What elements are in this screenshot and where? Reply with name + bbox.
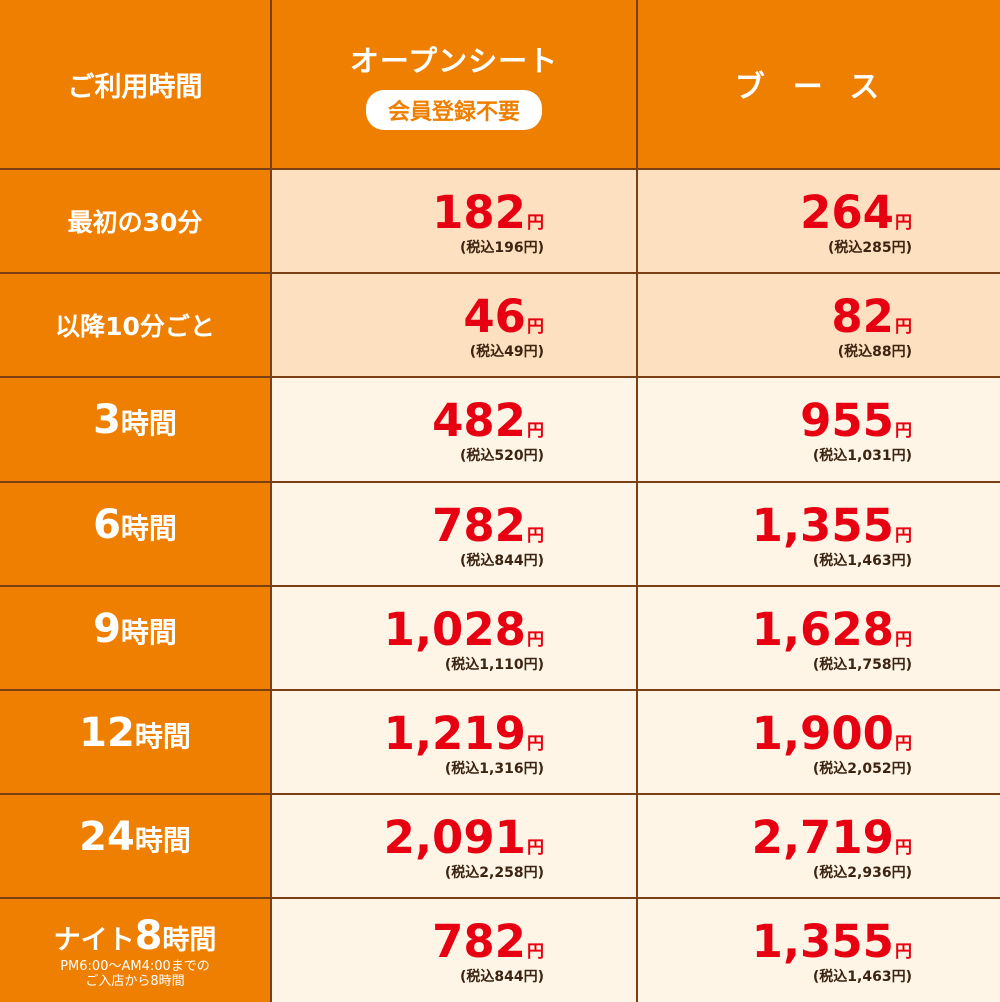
price-amount: 82 [831,290,894,343]
price-tax-included: (税込88円) [837,344,912,360]
price-cell-booth: 1,628円 (税込1,758円) [638,587,1000,689]
price-amount: 1,355 [751,915,894,968]
yen-unit: 円 [527,421,544,441]
row-label-night-8h: ナイト 8 時間 PM6:00～AM4:00までの ご入店から8時間 [0,899,270,1002]
row-label-hours: 8 [134,912,163,959]
price-amount: 1,628 [751,603,894,656]
price-tax-included: (税込49円) [469,344,544,360]
price-tax-included: (税込1,463円) [812,553,912,569]
price-tax-included: (税込1,110円) [444,657,544,673]
price-tax-included: (税込1,463円) [812,969,912,985]
row-label-night-prefix: ナイト [53,924,135,956]
row-label-hours: 12 [79,710,135,756]
price-cell-open: 782円 (税込844円) [272,483,636,585]
price-cell-open: 1,028円 (税込1,110円) [272,587,636,689]
row-label-24h: 24 時間 [0,795,270,897]
row-label-9h: 9 時間 [0,587,270,689]
price-amount: 955 [800,394,894,447]
price-tax-included: (税込844円) [459,969,544,985]
price-tax-included: (税込1,031円) [812,448,912,464]
price-tax-included: (税込844円) [459,553,544,569]
yen-unit: 円 [895,421,912,441]
yen-unit: 円 [527,942,544,962]
price-cell-open: 1,219円 (税込1,316円) [272,691,636,793]
yen-unit: 円 [527,630,544,650]
row-label-text: 以降10分ごと [55,312,215,341]
yen-unit: 円 [527,317,544,337]
row-label-unit: 時間 [120,616,177,649]
row-label-per-10min: 以降10分ごと [0,274,270,376]
price-amount: 1,219 [383,707,526,760]
price-cell-open: 782円 (税込844円) [272,899,636,1002]
night-time-note-2: ご入店から8時間 [85,973,185,989]
price-cell-open: 182円 (税込196円) [272,170,636,272]
price-tax-included: (税込2,936円) [812,865,912,881]
row-label-unit: 時間 [162,924,217,956]
price-tax-included: (税込1,758円) [812,657,912,673]
row-label-unit: 時間 [134,720,191,753]
price-amount: 782 [432,499,526,552]
price-cell-booth: 2,719円 (税込2,936円) [638,795,1000,897]
price-amount: 46 [463,290,526,343]
price-amount: 482 [432,394,526,447]
header-usage-time-label: ご利用時間 [67,71,203,103]
row-label-12h: 12 時間 [0,691,270,793]
header-booth: ブース [638,0,1000,168]
yen-unit: 円 [895,734,912,754]
price-amount: 182 [432,186,526,239]
row-label-hours: 3 [93,397,121,443]
header-usage-time: ご利用時間 [0,0,270,168]
night-time-note-1: PM6:00～AM4:00までの [60,958,210,974]
row-label-unit: 時間 [120,407,177,440]
price-tax-included: (税込196円) [459,240,544,256]
price-amount: 782 [432,915,526,968]
yen-unit: 円 [895,942,912,962]
yen-unit: 円 [895,317,912,337]
row-label-3h: 3 時間 [0,378,270,481]
row-label-first-30min: 最初の30分 [0,170,270,272]
no-registration-badge: 会員登録不要 [365,90,542,130]
price-amount: 264 [800,186,894,239]
yen-unit: 円 [527,734,544,754]
price-tax-included: (税込285円) [827,240,912,256]
price-cell-open: 46円 (税込49円) [272,274,636,376]
price-amount: 2,719 [751,811,894,864]
price-cell-open: 482円 (税込520円) [272,378,636,481]
row-label-hours: 9 [93,606,121,652]
yen-unit: 円 [527,838,544,858]
header-open-seat: オープンシート 会員登録不要 [272,0,636,168]
yen-unit: 円 [895,630,912,650]
price-cell-open: 2,091円 (税込2,258円) [272,795,636,897]
price-amount: 1,355 [751,499,894,552]
price-cell-booth: 1,900円 (税込2,052円) [638,691,1000,793]
price-tax-included: (税込1,316円) [444,761,544,777]
price-amount: 1,900 [751,707,894,760]
price-tax-included: (税込2,258円) [444,865,544,881]
price-tax-included: (税込520円) [459,448,544,464]
yen-unit: 円 [895,838,912,858]
header-open-seat-title: オープンシート [349,44,559,78]
header-booth-title: ブース [734,70,908,105]
price-cell-booth: 264円 (税込285円) [638,170,1000,272]
row-label-unit: 時間 [134,824,191,857]
price-cell-booth: 955円 (税込1,031円) [638,378,1000,481]
row-label-unit: 時間 [120,512,177,545]
price-cell-booth: 1,355円 (税込1,463円) [638,483,1000,585]
yen-unit: 円 [895,526,912,546]
price-amount: 1,028 [383,603,526,656]
yen-unit: 円 [895,213,912,233]
price-cell-booth: 82円 (税込88円) [638,274,1000,376]
row-label-6h: 6 時間 [0,483,270,585]
yen-unit: 円 [527,213,544,233]
price-tax-included: (税込2,052円) [812,761,912,777]
row-label-hours: 6 [93,502,121,548]
row-label-hours: 24 [79,814,135,860]
yen-unit: 円 [527,526,544,546]
row-label-text: 最初の30分 [67,208,203,237]
price-amount: 2,091 [383,811,526,864]
price-cell-booth: 1,355円 (税込1,463円) [638,899,1000,1002]
